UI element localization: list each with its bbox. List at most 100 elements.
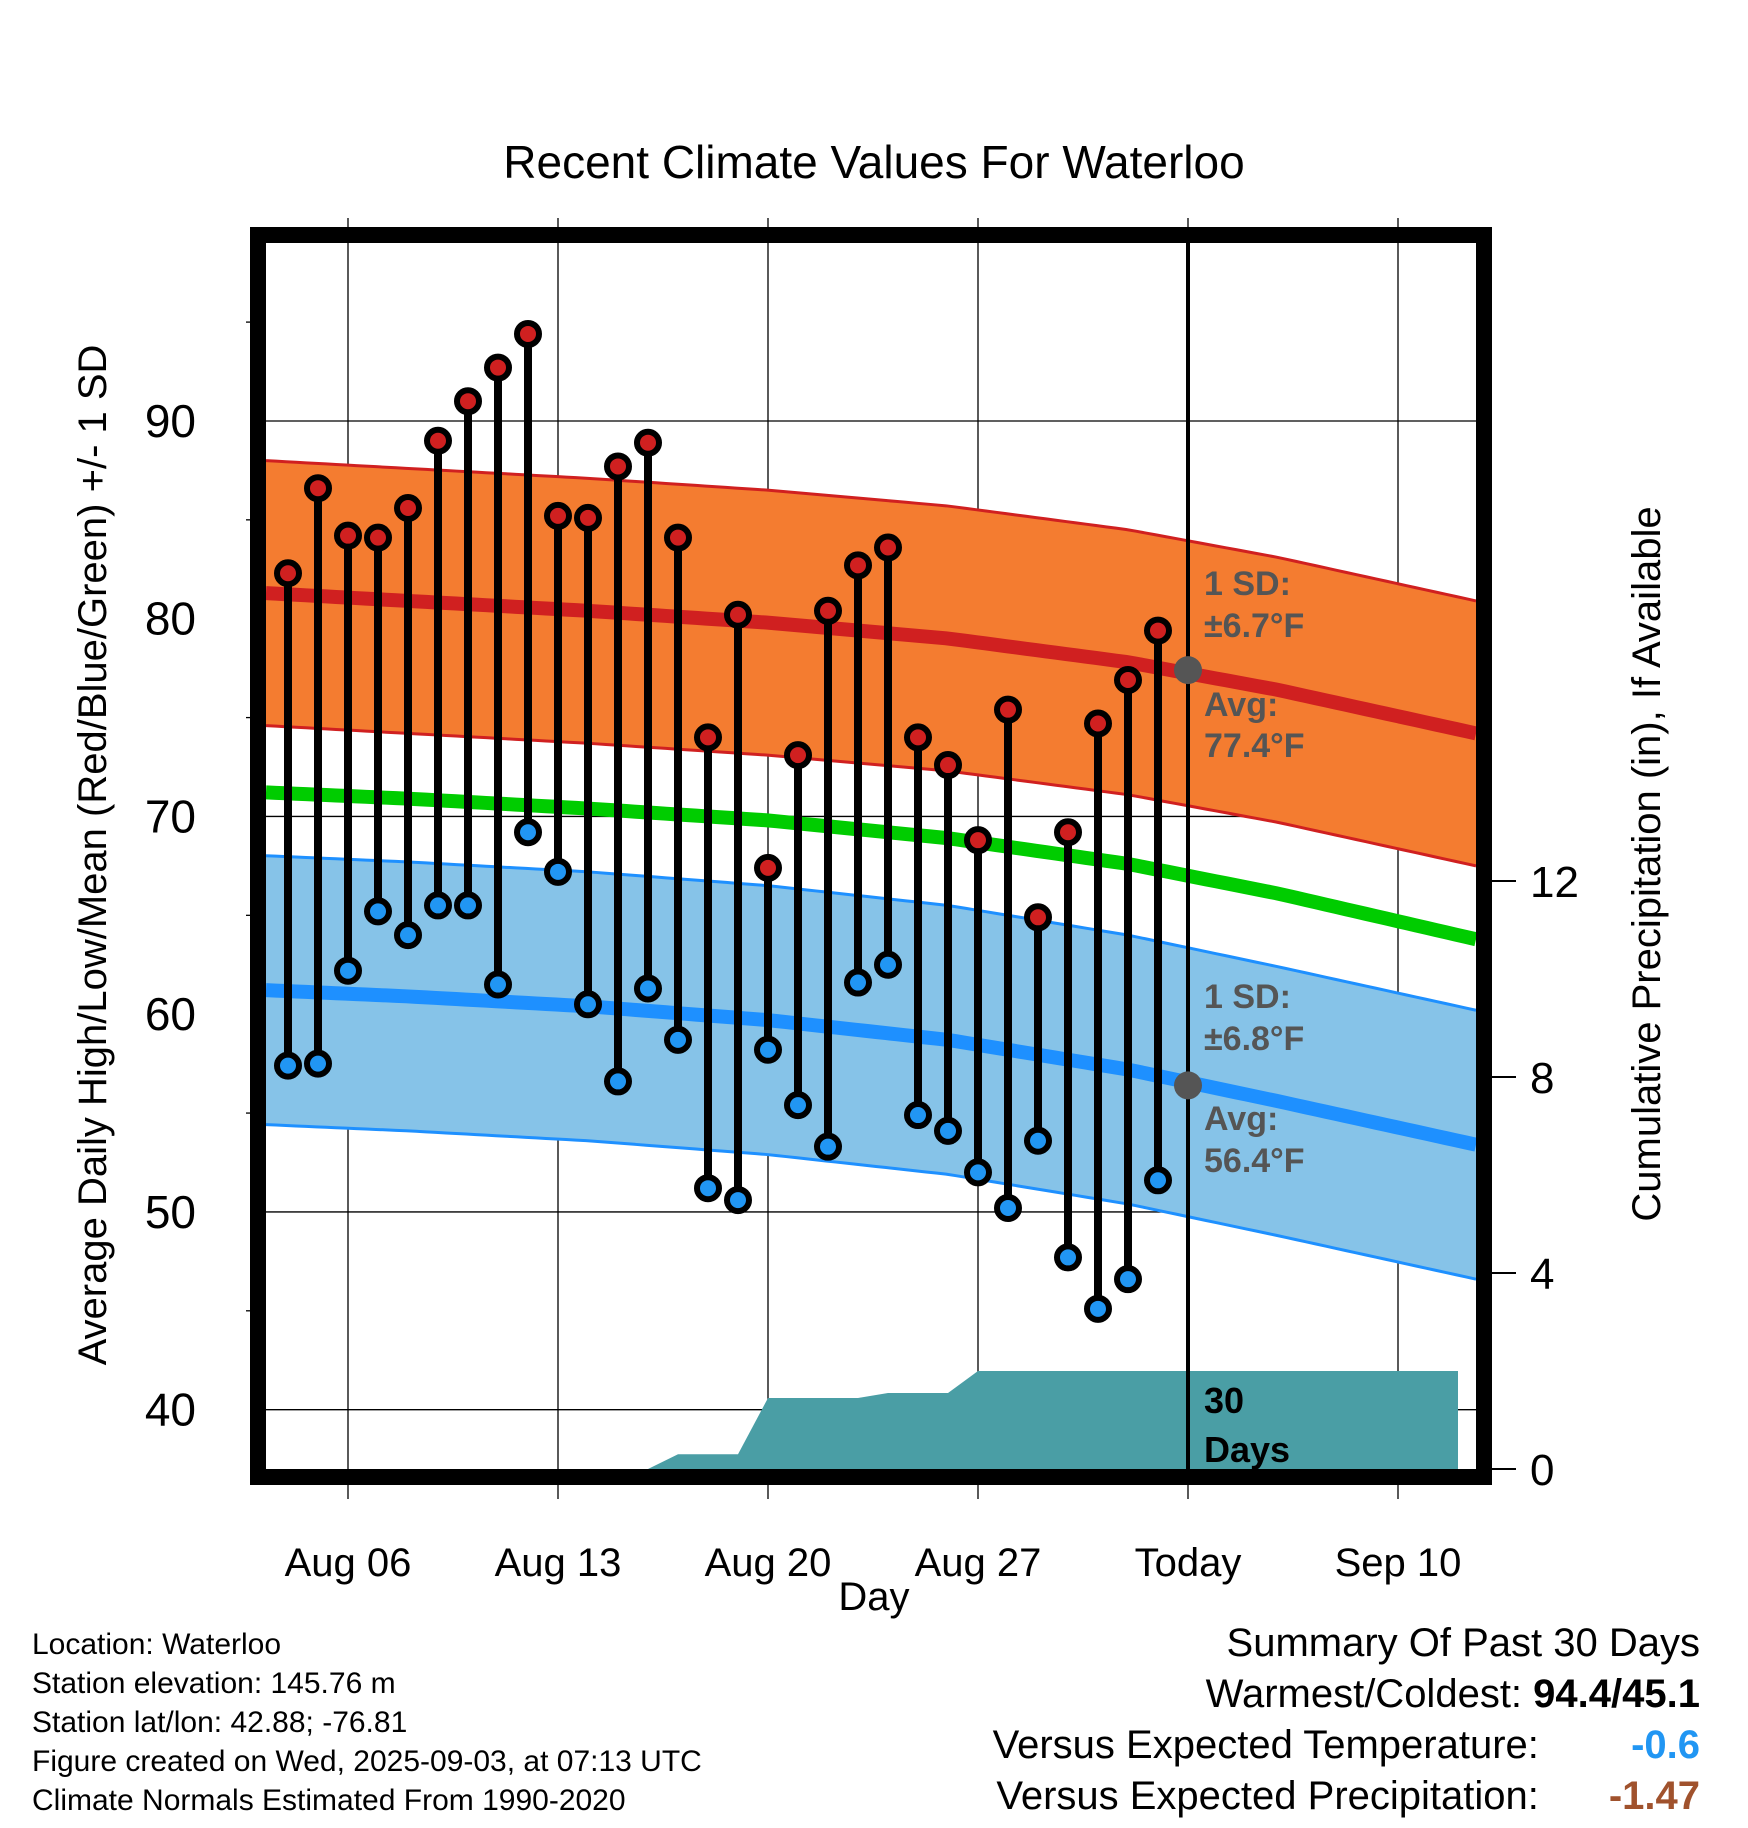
summary-title: Summary Of Past 30 Days xyxy=(1226,1621,1700,1665)
y-tick-label: 50 xyxy=(145,1186,196,1238)
elevation-text: Station elevation: 145.76 m xyxy=(32,1667,396,1700)
daily-high-point xyxy=(904,723,932,752)
daily-points xyxy=(274,319,1172,1323)
y-tick-label: 80 xyxy=(145,593,196,645)
daily-high-point xyxy=(574,503,602,532)
today-marker xyxy=(1174,243,1202,1469)
high-sd-band xyxy=(266,460,1476,866)
daily-low-point xyxy=(544,857,572,886)
daily-high-point xyxy=(784,741,812,770)
x-tick-label: Aug 20 xyxy=(705,1541,832,1585)
y2-tick-label: 8 xyxy=(1530,1054,1554,1103)
y-tick-label: 70 xyxy=(145,790,196,842)
daily-high-point xyxy=(1054,818,1082,847)
daily-high-point xyxy=(544,501,572,530)
high-sd-value: ±6.7°F xyxy=(1204,607,1304,645)
daily-low-point xyxy=(754,1035,782,1064)
daily-low-point xyxy=(934,1116,962,1145)
daily-low-point xyxy=(694,1174,722,1203)
daily-high-point xyxy=(634,428,662,457)
warmest-label: Warmest/Coldest: xyxy=(1205,1672,1523,1716)
daily-range-stems xyxy=(284,333,1162,1309)
daily-high-point xyxy=(844,551,872,580)
daily-low-point xyxy=(904,1101,932,1130)
daily-low-point xyxy=(1054,1243,1082,1272)
location-text: Location: Waterloo xyxy=(32,1628,282,1661)
summary-precip-row: Versus Expected Precipitation: -1.47 xyxy=(993,1771,1700,1822)
x-tick-label: Sep 10 xyxy=(1335,1541,1462,1585)
x-tick-label: Today xyxy=(1135,1541,1242,1585)
daily-low-point xyxy=(604,1067,632,1096)
daily-low-point xyxy=(1084,1294,1112,1323)
temp-anomaly-value: -0.6 xyxy=(1631,1723,1700,1767)
daily-high-point xyxy=(1144,616,1172,645)
low-avg-value: 56.4°F xyxy=(1204,1142,1305,1180)
daily-low-point xyxy=(994,1193,1022,1222)
daily-high-point xyxy=(274,559,302,588)
daily-low-point xyxy=(1114,1265,1142,1294)
daily-high-point xyxy=(424,426,452,455)
daily-low-point xyxy=(424,891,452,920)
daily-low-point xyxy=(574,990,602,1019)
daily-high-point xyxy=(874,533,902,562)
daily-low-point xyxy=(364,897,392,926)
climate-chart: Recent Climate Values For Waterloo 1 SD:… xyxy=(71,136,1669,1619)
temp-anomaly-label: Versus Expected Temperature: xyxy=(992,1723,1539,1767)
normal-bands xyxy=(265,459,1477,1281)
low-sd-band xyxy=(266,855,1476,1280)
daily-high-point xyxy=(1024,903,1052,932)
normals-text: Climate Normals Estimated From 1990-2020 xyxy=(32,1784,626,1817)
y-tick-label: 40 xyxy=(145,1384,196,1436)
daily-low-point xyxy=(844,968,872,997)
low-sd-band-lower-edge xyxy=(265,1123,1477,1281)
daily-high-point xyxy=(394,493,422,522)
daily-low-point xyxy=(394,921,422,950)
high-avg-label: Avg: xyxy=(1204,686,1278,724)
daily-high-point xyxy=(994,695,1022,724)
daily-high-point xyxy=(454,387,482,416)
plot-border xyxy=(250,227,1492,1485)
daily-low-point xyxy=(724,1186,752,1215)
station-info: Location: Waterloo Station elevation: 14… xyxy=(32,1625,702,1820)
warmest-value: 94.4/45.1 xyxy=(1533,1672,1700,1716)
axes: 40 50 60 70 80 90 0 4 8 12 Aug 06 Aug 13 Aug 20 Aug 2… xyxy=(71,321,1669,1585)
today-low-avg-marker xyxy=(1174,1071,1202,1100)
daily-high-point xyxy=(1084,709,1112,738)
y-tick-label: 90 xyxy=(145,395,196,447)
daily-high-point xyxy=(484,353,512,382)
daily-high-point xyxy=(604,452,632,481)
x-tick-label: Aug 06 xyxy=(285,1541,412,1585)
daily-high-point xyxy=(964,826,992,855)
daily-low-point xyxy=(1024,1126,1052,1155)
daily-high-point xyxy=(694,723,722,752)
daily-high-point xyxy=(304,474,332,503)
daily-high-point xyxy=(814,596,842,625)
plot-frame xyxy=(250,227,1492,1485)
normal-low-line xyxy=(265,983,1478,1152)
precipitation-area xyxy=(648,1371,1458,1469)
daily-low-point xyxy=(874,950,902,979)
daily-high-point xyxy=(334,521,362,550)
daily-low-point xyxy=(634,974,662,1003)
daily-low-point xyxy=(784,1091,812,1120)
x-tick-label: Aug 27 xyxy=(915,1541,1042,1585)
daily-low-point xyxy=(814,1132,842,1161)
period-label-unit: Days xyxy=(1204,1429,1290,1470)
y2-tick-label: 12 xyxy=(1530,858,1579,907)
daily-high-point xyxy=(934,751,962,780)
x-axis-title: Day xyxy=(838,1575,909,1619)
daily-low-point xyxy=(664,1025,692,1054)
daily-high-point xyxy=(514,319,542,348)
low-avg-label: Avg: xyxy=(1204,1100,1278,1138)
high-avg-value: 77.4°F xyxy=(1204,727,1305,765)
daily-low-point xyxy=(274,1051,302,1080)
y2-tick-label: 4 xyxy=(1530,1250,1554,1299)
low-sd-label: 1 SD: xyxy=(1204,978,1291,1016)
daily-high-point xyxy=(754,853,782,882)
daily-low-point xyxy=(484,970,512,999)
high-sd-label: 1 SD: xyxy=(1204,565,1291,603)
daily-low-point xyxy=(514,818,542,847)
latlon-text: Station lat/lon: 42.88; -76.81 xyxy=(32,1706,408,1739)
low-sd-value: ±6.8°F xyxy=(1204,1020,1304,1058)
